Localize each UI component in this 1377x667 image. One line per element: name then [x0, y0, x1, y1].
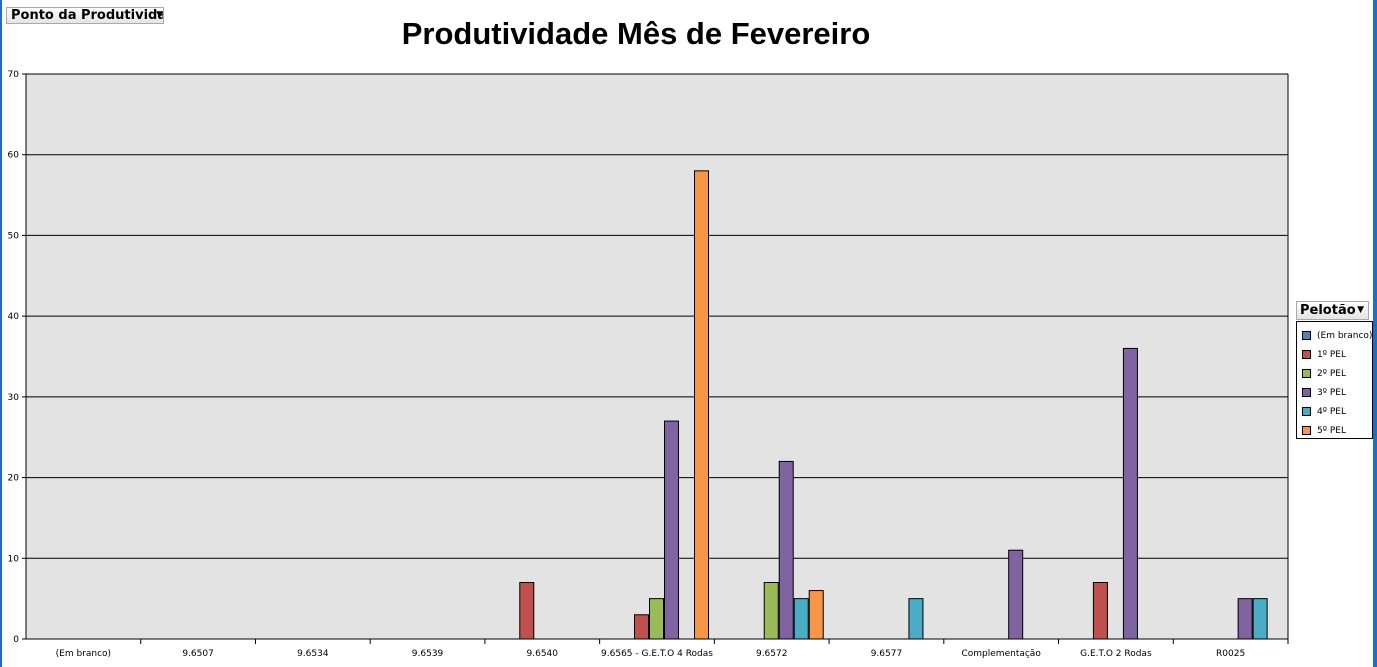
y-tick-label: 40	[8, 312, 20, 322]
bar	[1122, 347, 1138, 640]
x-tick-label: R0025	[1216, 649, 1245, 659]
legend-label: 1º PEL	[1317, 349, 1346, 360]
window-frame-left	[0, 0, 2, 667]
y-tick-label: 60	[8, 151, 20, 161]
y-tick-label: 20	[8, 474, 20, 484]
bar	[694, 170, 709, 640]
legend-item: 5º PEL	[1297, 421, 1372, 440]
chevron-down-icon: ▼	[1357, 305, 1364, 315]
legend-swatch	[1302, 426, 1311, 435]
x-tick-label: 9.6565 - G.E.T.O 4 Rodas	[601, 649, 713, 659]
legend-swatch	[1302, 369, 1311, 378]
bar	[634, 614, 649, 640]
x-tick-label: 9.6540	[527, 649, 559, 659]
x-tick-label: G.E.T.O 2 Rodas	[1080, 649, 1152, 659]
legend-label: 5º PEL	[1317, 425, 1346, 436]
legend-swatch	[1302, 388, 1311, 397]
chart-legend: (Em branco) 1º PEL 2º PEL 3º PEL 4º PEL 5º PE…	[1296, 321, 1373, 439]
x-tick-label: 9.6577	[871, 649, 903, 659]
legend-item: 3º PEL	[1297, 383, 1372, 402]
bar	[1008, 549, 1024, 640]
legend-item: 4º PEL	[1297, 402, 1372, 421]
legend-field-label: Pelotão	[1300, 303, 1356, 318]
legend-label: 4º PEL	[1317, 406, 1346, 417]
legend-label: 3º PEL	[1317, 387, 1346, 398]
bar	[519, 582, 535, 640]
plot-area	[26, 74, 1288, 639]
window-frame-right	[1373, 0, 1377, 667]
y-tick-label: 70	[8, 70, 20, 80]
x-tick-label: 9.6507	[182, 649, 214, 659]
bar	[908, 598, 924, 640]
bar	[1252, 598, 1268, 640]
chevron-down-icon: ▼	[156, 10, 163, 20]
x-tick-label: (Em branco)	[56, 649, 111, 659]
x-tick-label: Complementação	[962, 649, 1042, 659]
bar	[778, 460, 794, 640]
y-tick-label: 10	[8, 554, 20, 564]
x-tick-label: 9.6572	[756, 649, 788, 659]
y-tick-label: 0	[13, 635, 19, 645]
legend-swatch	[1302, 331, 1311, 340]
legend-label: 2º PEL	[1317, 368, 1346, 379]
chart-title: Produtividade Mês de Fevereiro	[401, 16, 871, 51]
y-tick-label: 50	[8, 231, 20, 241]
page-field-label: Ponto da Produtividade	[11, 8, 163, 23]
legend-field-dropdown[interactable]: Pelotão ▼	[1296, 301, 1369, 320]
bar	[664, 420, 679, 640]
bar	[1092, 582, 1108, 640]
legend-label: (Em branco)	[1317, 330, 1373, 341]
x-tick-label: 9.6534	[297, 649, 329, 659]
bar	[1237, 598, 1253, 640]
bar	[808, 590, 824, 640]
legend-swatch	[1302, 350, 1311, 359]
legend-item: 2º PEL	[1297, 364, 1372, 383]
bar	[649, 598, 664, 640]
page-field-dropdown[interactable]: Ponto da Produtividade ▼	[6, 7, 164, 24]
bar	[763, 582, 779, 640]
bar	[793, 598, 809, 640]
legend-item: 1º PEL	[1297, 345, 1372, 364]
legend-swatch	[1302, 407, 1311, 416]
y-tick-label: 30	[8, 393, 20, 403]
x-tick-label: 9.6539	[412, 649, 444, 659]
legend-item: (Em branco)	[1297, 326, 1372, 345]
